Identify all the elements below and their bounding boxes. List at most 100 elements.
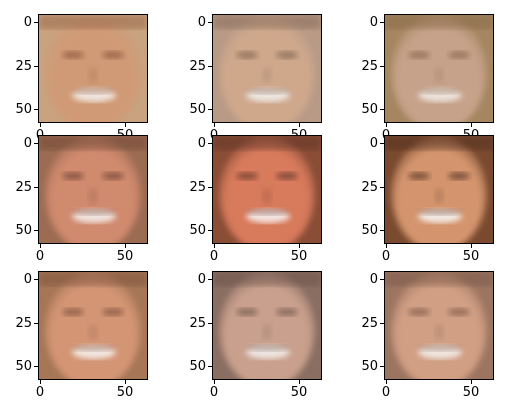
- y-tick-mark: [208, 143, 212, 144]
- face-image: [385, 272, 493, 379]
- x-tick-label: 50: [462, 385, 480, 400]
- x-tick-label: 0: [381, 385, 391, 400]
- x-tick-label: 50: [116, 249, 134, 264]
- y-tick-label: 0: [23, 272, 32, 287]
- y-tick-label: 25: [15, 316, 32, 331]
- face-image-axes: [212, 135, 322, 244]
- y-tick-mark: [34, 143, 38, 144]
- x-tick-mark: [386, 123, 387, 127]
- y-tick-mark: [208, 230, 212, 231]
- y-tick-mark: [380, 109, 384, 110]
- y-tick-mark: [380, 187, 384, 188]
- y-tick-label: 0: [197, 272, 206, 287]
- face-image: [213, 15, 321, 122]
- x-tick-mark: [214, 244, 215, 248]
- y-tick-label: 50: [189, 223, 206, 238]
- y-tick-mark: [208, 323, 212, 324]
- y-tick-label: 50: [189, 359, 206, 374]
- face-image: [39, 15, 147, 122]
- subplot-9: 0 25 50 0 50: [346, 271, 506, 403]
- subplot-7: 0 25 50 0 50: [0, 271, 160, 403]
- face-image: [39, 272, 147, 379]
- y-tick-label: 0: [197, 15, 206, 30]
- x-tick-label: 50: [116, 385, 134, 400]
- subplot-5: 0 25 50 0 50: [174, 135, 334, 267]
- y-tick-mark: [380, 143, 384, 144]
- x-tick-mark: [214, 123, 215, 127]
- subplot-8: 0 25 50 0 50: [174, 271, 334, 403]
- x-tick-mark: [471, 380, 472, 384]
- y-tick-label: 0: [23, 136, 32, 151]
- y-tick-label: 0: [197, 136, 206, 151]
- y-tick-label: 50: [15, 223, 32, 238]
- y-tick-mark: [34, 66, 38, 67]
- face-image-axes: [38, 135, 148, 244]
- y-tick-label: 0: [369, 272, 378, 287]
- y-tick-label: 0: [23, 15, 32, 30]
- y-tick-label: 25: [189, 59, 206, 74]
- x-tick-mark: [214, 380, 215, 384]
- x-tick-label: 0: [35, 249, 45, 264]
- y-tick-label: 50: [15, 102, 32, 117]
- subplot-4: 0 25 50 0 50: [0, 135, 160, 267]
- y-tick-label: 50: [361, 359, 378, 374]
- y-tick-mark: [380, 230, 384, 231]
- y-tick-label: 50: [361, 223, 378, 238]
- x-tick-label: 0: [209, 385, 219, 400]
- face-image: [213, 136, 321, 243]
- y-tick-mark: [34, 279, 38, 280]
- x-tick-mark: [386, 244, 387, 248]
- face-image-axes: [384, 14, 494, 123]
- x-tick-mark: [471, 244, 472, 248]
- x-tick-label: 0: [381, 249, 391, 264]
- x-tick-mark: [40, 244, 41, 248]
- x-tick-mark: [125, 123, 126, 127]
- y-tick-mark: [208, 366, 212, 367]
- face-image-axes: [38, 14, 148, 123]
- y-tick-mark: [34, 109, 38, 110]
- y-tick-mark: [208, 66, 212, 67]
- y-tick-label: 0: [369, 136, 378, 151]
- y-tick-mark: [380, 366, 384, 367]
- x-tick-mark: [299, 123, 300, 127]
- subplot-6: 0 25 50 0 50: [346, 135, 506, 267]
- y-tick-label: 25: [15, 59, 32, 74]
- face-image-axes: [38, 271, 148, 380]
- face-image-axes: [212, 14, 322, 123]
- x-tick-label: 50: [462, 249, 480, 264]
- y-tick-mark: [34, 22, 38, 23]
- y-tick-label: 25: [361, 316, 378, 331]
- face-image: [39, 136, 147, 243]
- y-tick-mark: [208, 279, 212, 280]
- x-tick-label: 0: [209, 249, 219, 264]
- y-tick-label: 25: [189, 180, 206, 195]
- face-image-axes: [212, 271, 322, 380]
- x-tick-mark: [299, 380, 300, 384]
- y-tick-label: 50: [189, 102, 206, 117]
- y-tick-mark: [380, 22, 384, 23]
- y-tick-label: 50: [361, 102, 378, 117]
- face-image: [213, 272, 321, 379]
- y-tick-mark: [34, 323, 38, 324]
- y-tick-label: 25: [15, 180, 32, 195]
- y-tick-label: 25: [361, 180, 378, 195]
- face-image: [385, 136, 493, 243]
- y-tick-mark: [380, 66, 384, 67]
- x-tick-label: 50: [290, 249, 308, 264]
- y-tick-mark: [34, 187, 38, 188]
- x-tick-mark: [299, 244, 300, 248]
- y-tick-mark: [380, 279, 384, 280]
- face-image-axes: [384, 135, 494, 244]
- face-image: [385, 15, 493, 122]
- x-tick-mark: [40, 123, 41, 127]
- y-tick-mark: [380, 323, 384, 324]
- y-tick-label: 25: [189, 316, 206, 331]
- x-tick-label: 50: [290, 385, 308, 400]
- y-tick-label: 25: [361, 59, 378, 74]
- x-tick-mark: [125, 244, 126, 248]
- y-tick-mark: [34, 230, 38, 231]
